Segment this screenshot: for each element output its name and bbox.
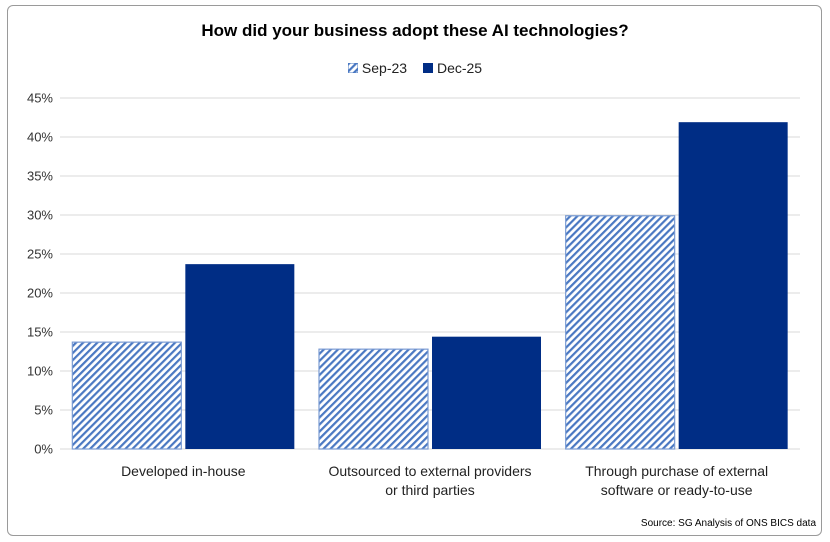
x-category-label-line: Through purchase of external (585, 463, 769, 479)
y-tick-label: 45% (27, 91, 53, 106)
source-note: Source: SG Analysis of ONS BICS data (640, 518, 816, 529)
chart-frame (7, 5, 822, 536)
x-category-label-line: Outsourced to external providers (328, 463, 532, 479)
chart-title: How did your business adopt these AI tec… (201, 21, 629, 40)
y-tick-label: 30% (27, 208, 53, 223)
x-category-label-line: Developed in-house (121, 463, 246, 479)
y-tick-label: 15% (27, 325, 53, 340)
bar-dec-25-2 (678, 122, 788, 450)
y-tick-label: 10% (27, 364, 53, 379)
legend-swatch-solid (422, 63, 433, 73)
x-category-label-line: software or ready-to-use (600, 482, 753, 498)
legend-item-dec-25: Dec-25 (422, 60, 483, 76)
legend-label: Dec-25 (436, 60, 483, 76)
bar-dec-25-1 (432, 336, 541, 449)
legend-label: Sep-23 (361, 60, 408, 76)
x-category-label: Outsourced to external providers or third… (310, 462, 550, 500)
y-tick-label: 40% (27, 130, 53, 145)
y-tick-label: 0% (34, 442, 53, 457)
bar-sep-23-0 (71, 341, 182, 450)
bar-sep-23-2 (565, 215, 676, 450)
y-tick-label: 25% (27, 247, 53, 262)
legend: Sep-23 Dec-25 (0, 60, 830, 76)
bar-dec-25-0 (185, 264, 295, 449)
y-tick-label: 5% (34, 403, 53, 418)
x-category-label-line: or third parties (385, 482, 475, 498)
y-tick-label: 20% (27, 286, 53, 301)
x-category-label: Developed in-house (63, 462, 303, 481)
bar-sep-23-1 (318, 348, 429, 450)
x-category-label: Through purchase of external software or … (557, 462, 797, 500)
legend-swatch-hatched (347, 63, 358, 73)
legend-item-sep-23: Sep-23 (347, 60, 408, 76)
y-tick-label: 35% (27, 169, 53, 184)
